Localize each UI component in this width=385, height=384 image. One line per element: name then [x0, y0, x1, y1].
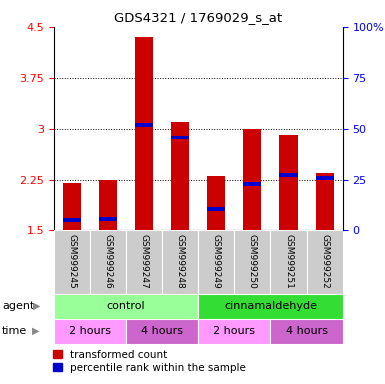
Bar: [126, 230, 162, 294]
Bar: [99, 180, 117, 230]
Text: ▶: ▶: [33, 301, 40, 311]
Text: time: time: [2, 326, 27, 336]
Text: 4 hours: 4 hours: [286, 326, 328, 336]
Bar: [270, 319, 343, 344]
Bar: [234, 230, 270, 294]
Bar: [63, 218, 81, 222]
Bar: [135, 123, 153, 127]
Text: ▶: ▶: [32, 326, 39, 336]
Bar: [171, 122, 189, 230]
Bar: [207, 176, 225, 230]
Bar: [54, 294, 198, 319]
Bar: [270, 230, 306, 294]
Text: GSM999251: GSM999251: [284, 233, 293, 288]
Bar: [198, 230, 234, 294]
Bar: [135, 37, 153, 230]
Bar: [198, 294, 343, 319]
Bar: [126, 319, 198, 344]
Text: control: control: [107, 301, 146, 311]
Text: GSM999249: GSM999249: [212, 233, 221, 288]
Bar: [243, 182, 261, 186]
Bar: [63, 183, 81, 230]
Text: 4 hours: 4 hours: [141, 326, 183, 336]
Text: GSM999250: GSM999250: [248, 233, 257, 288]
Bar: [316, 176, 334, 180]
Text: GSM999247: GSM999247: [140, 233, 149, 288]
Legend: transformed count, percentile rank within the sample: transformed count, percentile rank withi…: [52, 348, 248, 375]
Title: GDS4321 / 1769029_s_at: GDS4321 / 1769029_s_at: [114, 11, 282, 24]
Bar: [280, 173, 298, 177]
Bar: [171, 136, 189, 139]
Text: GSM999246: GSM999246: [104, 233, 112, 288]
Text: 2 hours: 2 hours: [213, 326, 255, 336]
Text: GSM999248: GSM999248: [176, 233, 185, 288]
Text: GSM999245: GSM999245: [67, 233, 77, 288]
Bar: [316, 173, 334, 230]
Bar: [54, 230, 90, 294]
Text: cinnamaldehyde: cinnamaldehyde: [224, 301, 317, 311]
Bar: [306, 230, 343, 294]
Text: agent: agent: [2, 301, 34, 311]
Bar: [162, 230, 198, 294]
Bar: [54, 319, 126, 344]
Bar: [90, 230, 126, 294]
Text: GSM999252: GSM999252: [320, 233, 329, 288]
Bar: [198, 319, 270, 344]
Bar: [280, 136, 298, 230]
Bar: [207, 207, 225, 210]
Text: 2 hours: 2 hours: [69, 326, 111, 336]
Bar: [99, 217, 117, 221]
Bar: [243, 129, 261, 230]
